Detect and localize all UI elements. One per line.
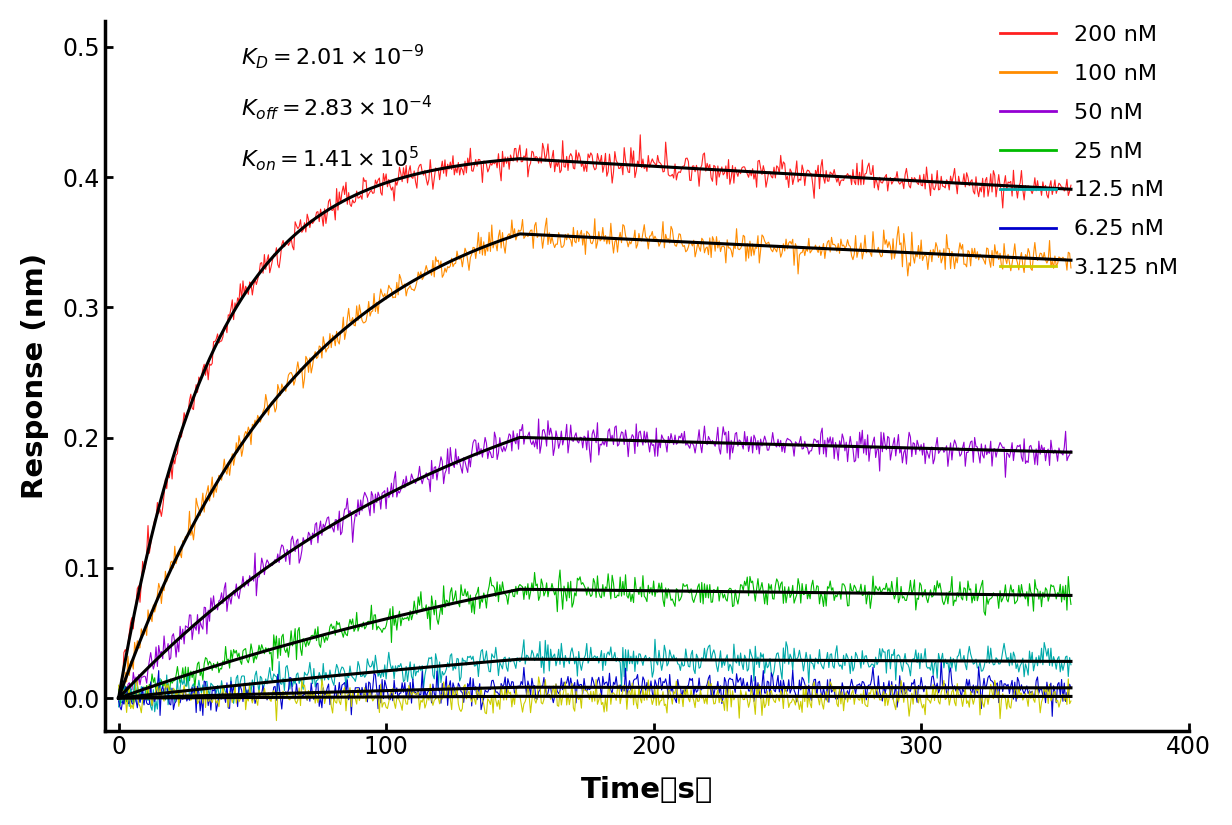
X-axis label: Time（s）: Time（s） xyxy=(580,776,713,804)
Y-axis label: Response (nm): Response (nm) xyxy=(21,252,49,499)
Text: $K_D=2.01\times10^{-9}$
$K_{off}=2.83\times10^{-4}$
$K_{on}=1.41\times10^5$: $K_D=2.01\times10^{-9}$ $K_{off}=2.83\ti… xyxy=(240,42,432,173)
Legend: 200 nM, 100 nM, 50 nM, 25 nM, 12.5 nM, 6.25 nM, 3.125 nM: 200 nM, 100 nM, 50 nM, 25 nM, 12.5 nM, 6… xyxy=(1000,25,1178,278)
